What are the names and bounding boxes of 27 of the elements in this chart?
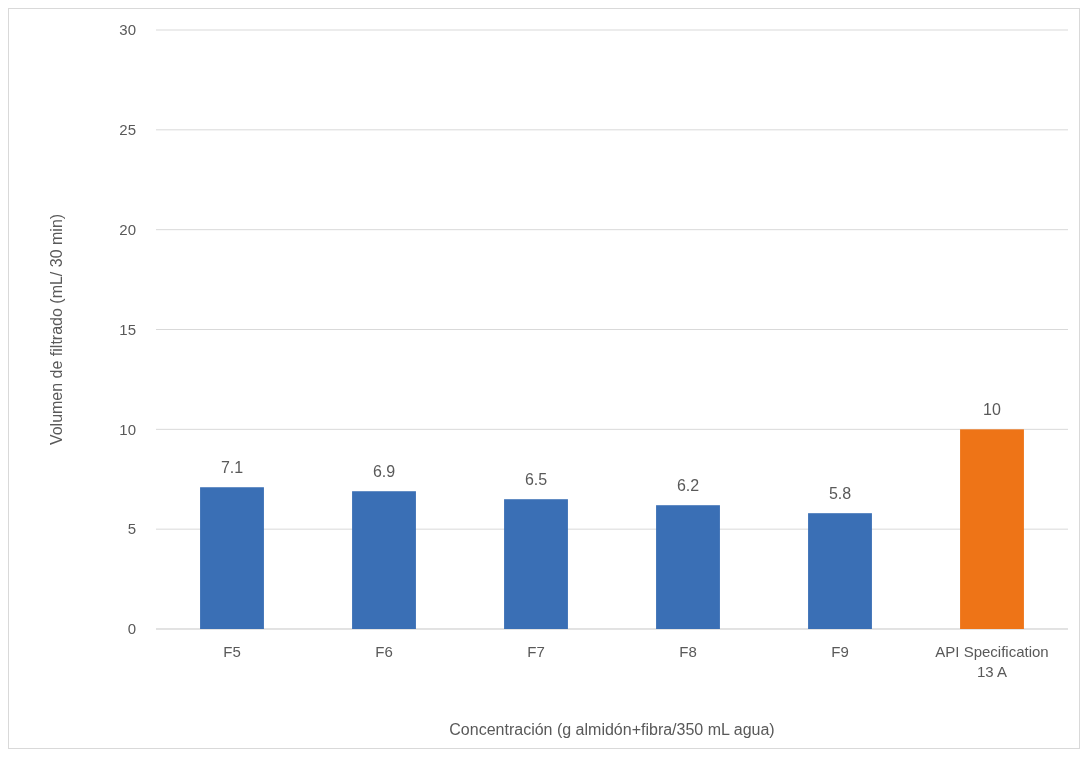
data-label: 7.1 bbox=[220, 459, 244, 477]
bar bbox=[352, 491, 416, 629]
data-label: 10 bbox=[983, 401, 1001, 419]
y-tick-label: 20 bbox=[119, 220, 136, 238]
x-axis-title: Concentración (g almidón+fibra/350 mL agua) bbox=[449, 721, 775, 738]
y-tick-label: 0 bbox=[127, 620, 136, 638]
data-label: 5.8 bbox=[828, 485, 852, 503]
y-tick-label: 15 bbox=[119, 320, 136, 338]
x-tick-label: API Specification 13 A bbox=[935, 643, 1049, 680]
y-tick-label: 30 bbox=[119, 21, 136, 39]
data-label: 6.9 bbox=[372, 463, 396, 481]
y-axis-title: Volumen de filtrado (mL/ 30 min) bbox=[48, 213, 65, 446]
data-label: 6.2 bbox=[676, 477, 700, 495]
x-tick-label: F8 bbox=[679, 643, 697, 660]
data-label: 6.5 bbox=[524, 471, 548, 489]
x-tick-label: F6 bbox=[375, 643, 393, 660]
bar bbox=[200, 487, 264, 629]
x-tick-label: F7 bbox=[527, 643, 545, 660]
x-tick-label: F9 bbox=[831, 643, 849, 660]
y-tick-label: 25 bbox=[119, 121, 136, 139]
bar bbox=[808, 513, 872, 629]
bar bbox=[656, 505, 720, 629]
bar bbox=[960, 429, 1024, 629]
y-tick-label: 10 bbox=[119, 420, 136, 438]
y-tick-label: 5 bbox=[127, 520, 136, 538]
bar bbox=[504, 499, 568, 629]
x-tick-label: F5 bbox=[223, 643, 241, 660]
